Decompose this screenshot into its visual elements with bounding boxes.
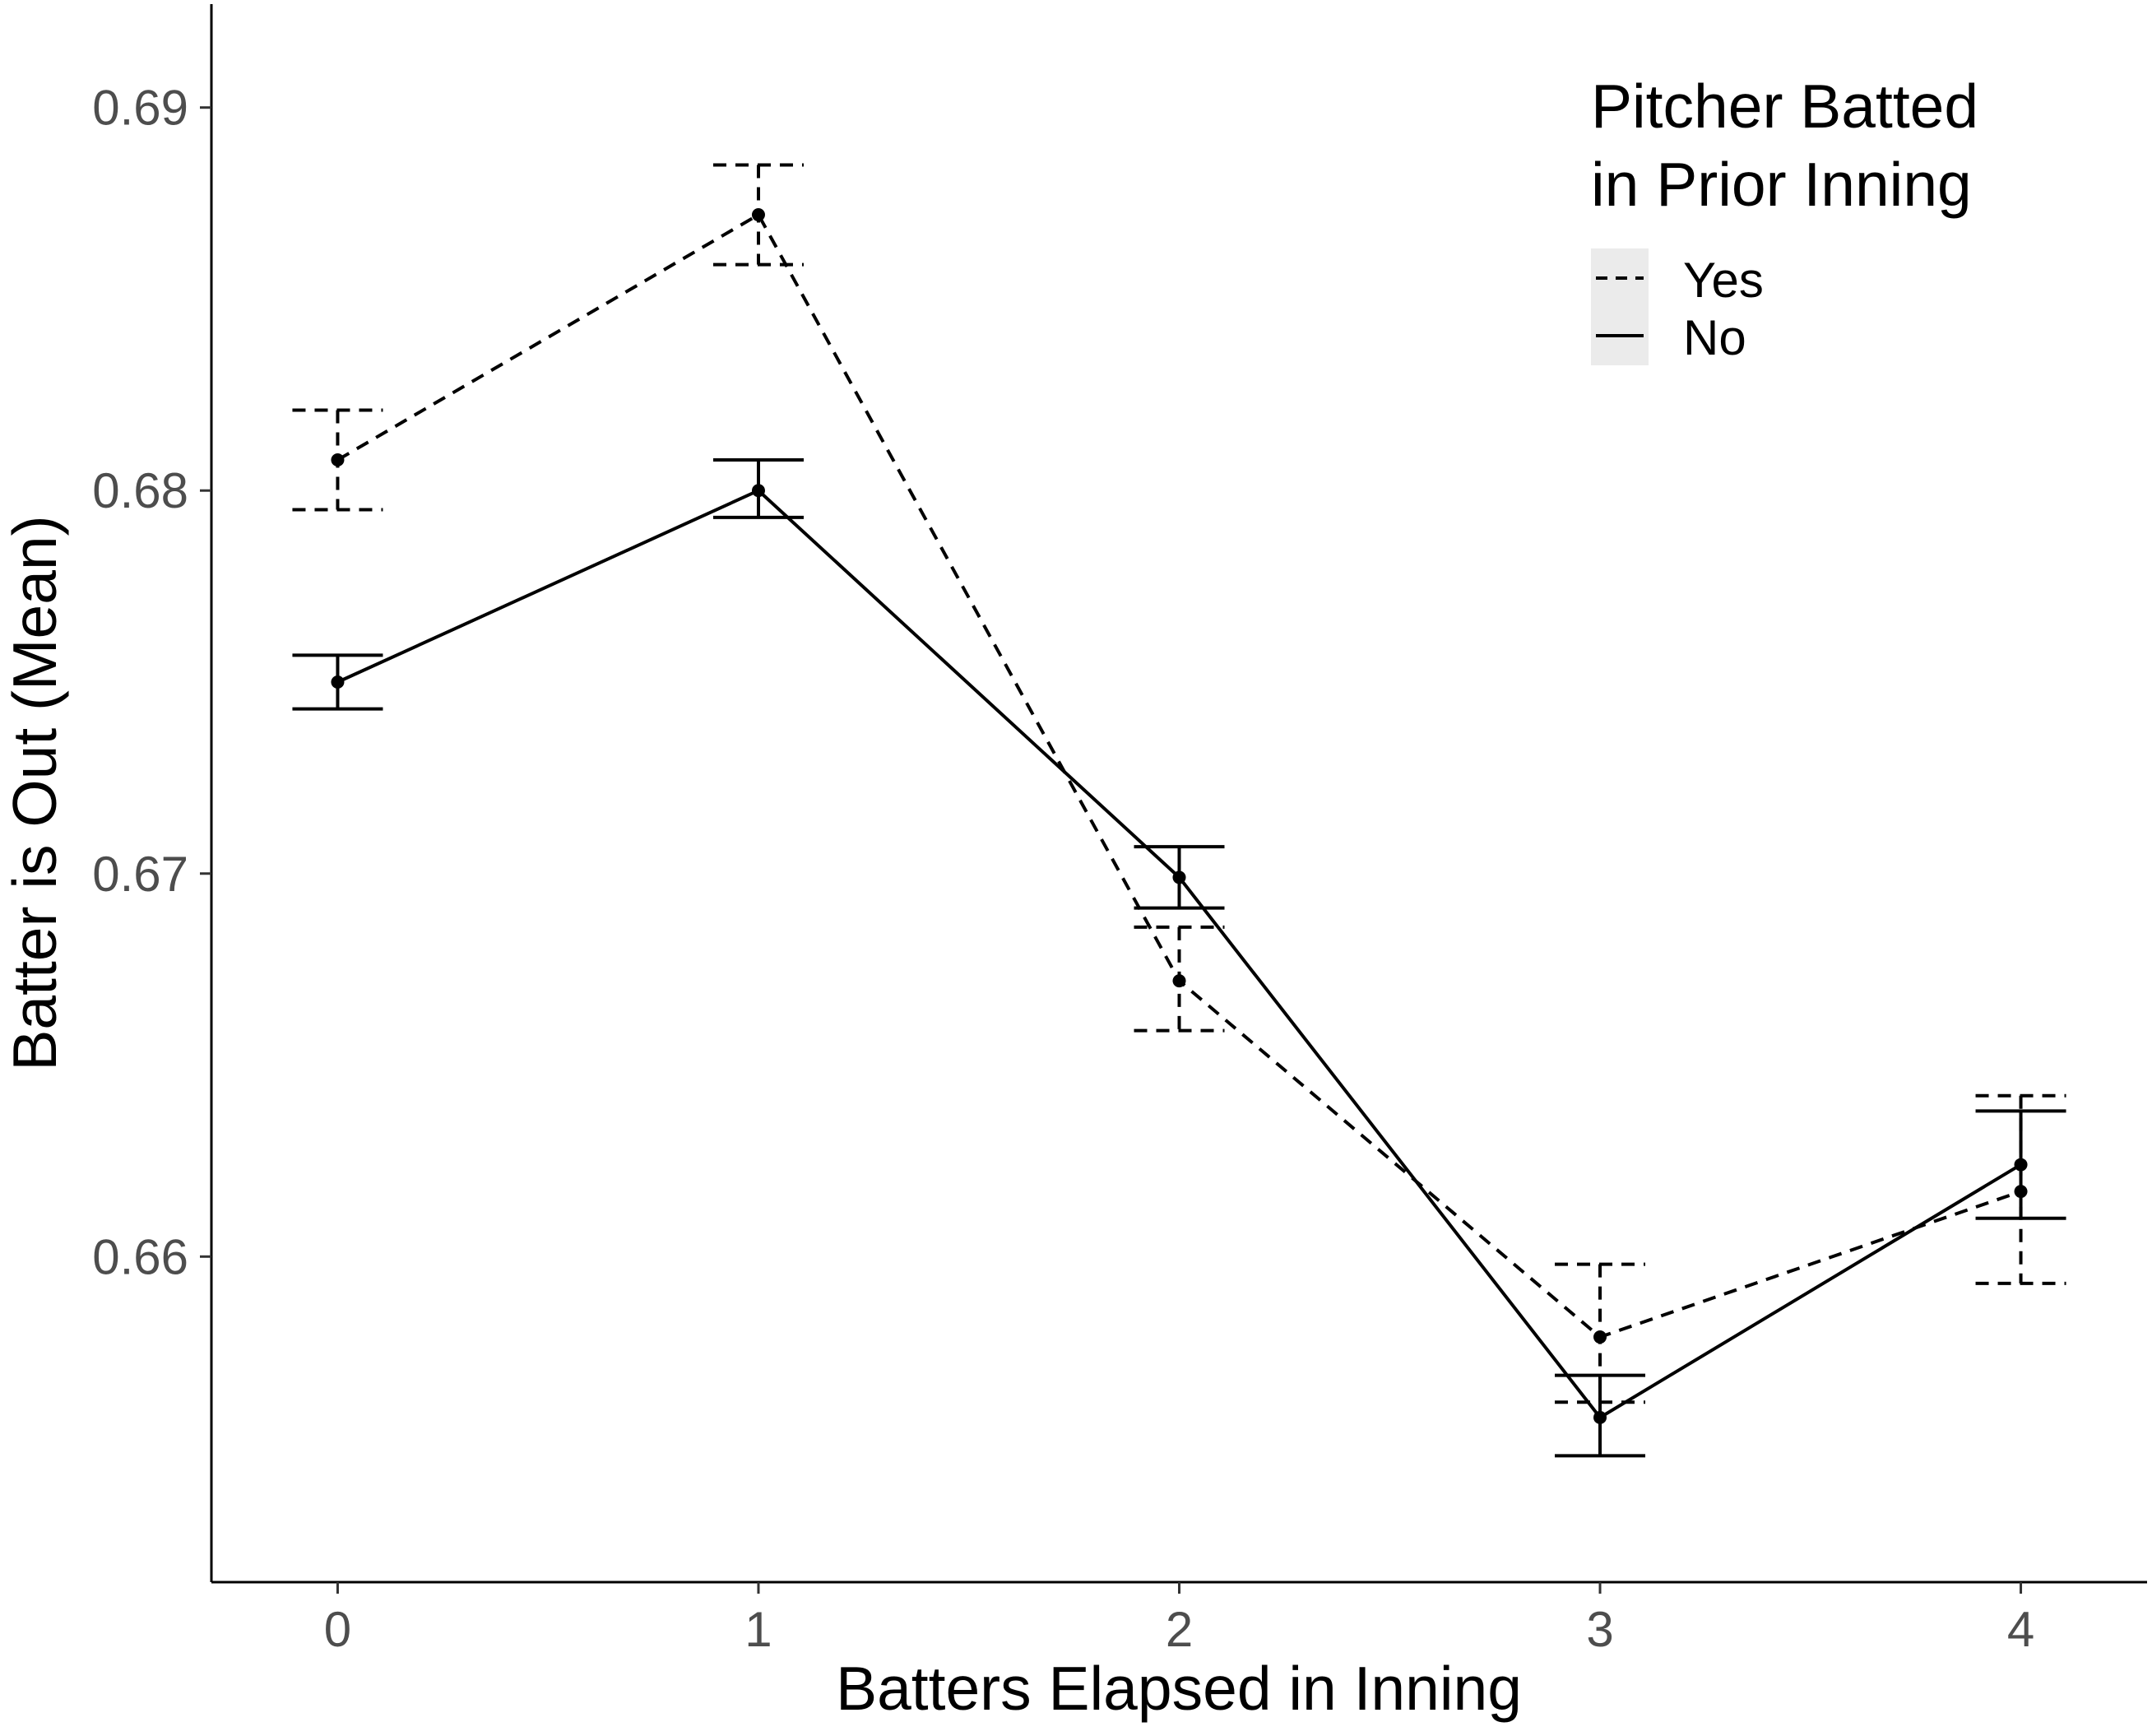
- series-yes: [292, 163, 2066, 1404]
- data-point-no: [331, 675, 345, 689]
- series-line-yes: [336, 212, 2022, 1339]
- x-tick-label: 0: [324, 1602, 351, 1657]
- data-point-no: [1172, 870, 1186, 884]
- data-point-yes: [1172, 974, 1186, 988]
- x-tick-label: 1: [744, 1602, 772, 1657]
- legend: Pitcher Batted in Prior Inning Yes No: [1591, 72, 1978, 365]
- legend-title-line-2: in Prior Inning: [1591, 150, 1972, 219]
- legend-label-no: No: [1683, 310, 1746, 365]
- y-tick-label: 0.67: [92, 847, 188, 902]
- legend-title-line-1: Pitcher Batted: [1591, 72, 1978, 141]
- y-tick-label: 0.68: [92, 463, 188, 518]
- legend-key-background: [1591, 248, 1649, 365]
- data-point-yes: [1593, 1330, 1607, 1344]
- series-no: [292, 457, 2066, 1458]
- data-point-yes: [331, 453, 345, 466]
- y-tick-label: 0.66: [92, 1229, 188, 1284]
- x-axis-title: Batters Elapsed in Inning: [836, 1654, 1522, 1723]
- x-tick-label: 2: [1166, 1602, 1193, 1657]
- plot-panel: [292, 163, 2066, 1458]
- data-point-no: [2014, 1158, 2028, 1172]
- x-tick-label: 3: [1586, 1602, 1613, 1657]
- data-point-yes: [751, 208, 765, 222]
- y-axis-title: Batter is Out (Mean): [0, 515, 69, 1070]
- data-point-no: [1593, 1410, 1607, 1424]
- x-axis-ticks: 0 1 2 3 4: [324, 1582, 2034, 1657]
- x-tick-label: 4: [2007, 1602, 2034, 1657]
- data-point-no: [751, 484, 765, 498]
- y-axis-ticks: 0.66 0.67 0.68 0.69: [92, 81, 211, 1284]
- legend-label-yes: Yes: [1683, 253, 1764, 308]
- axes: 0.66 0.67 0.68 0.69 0 1 2 3 4 Batters Elapsed i…: [0, 4, 2147, 1723]
- y-tick-label: 0.69: [92, 81, 188, 136]
